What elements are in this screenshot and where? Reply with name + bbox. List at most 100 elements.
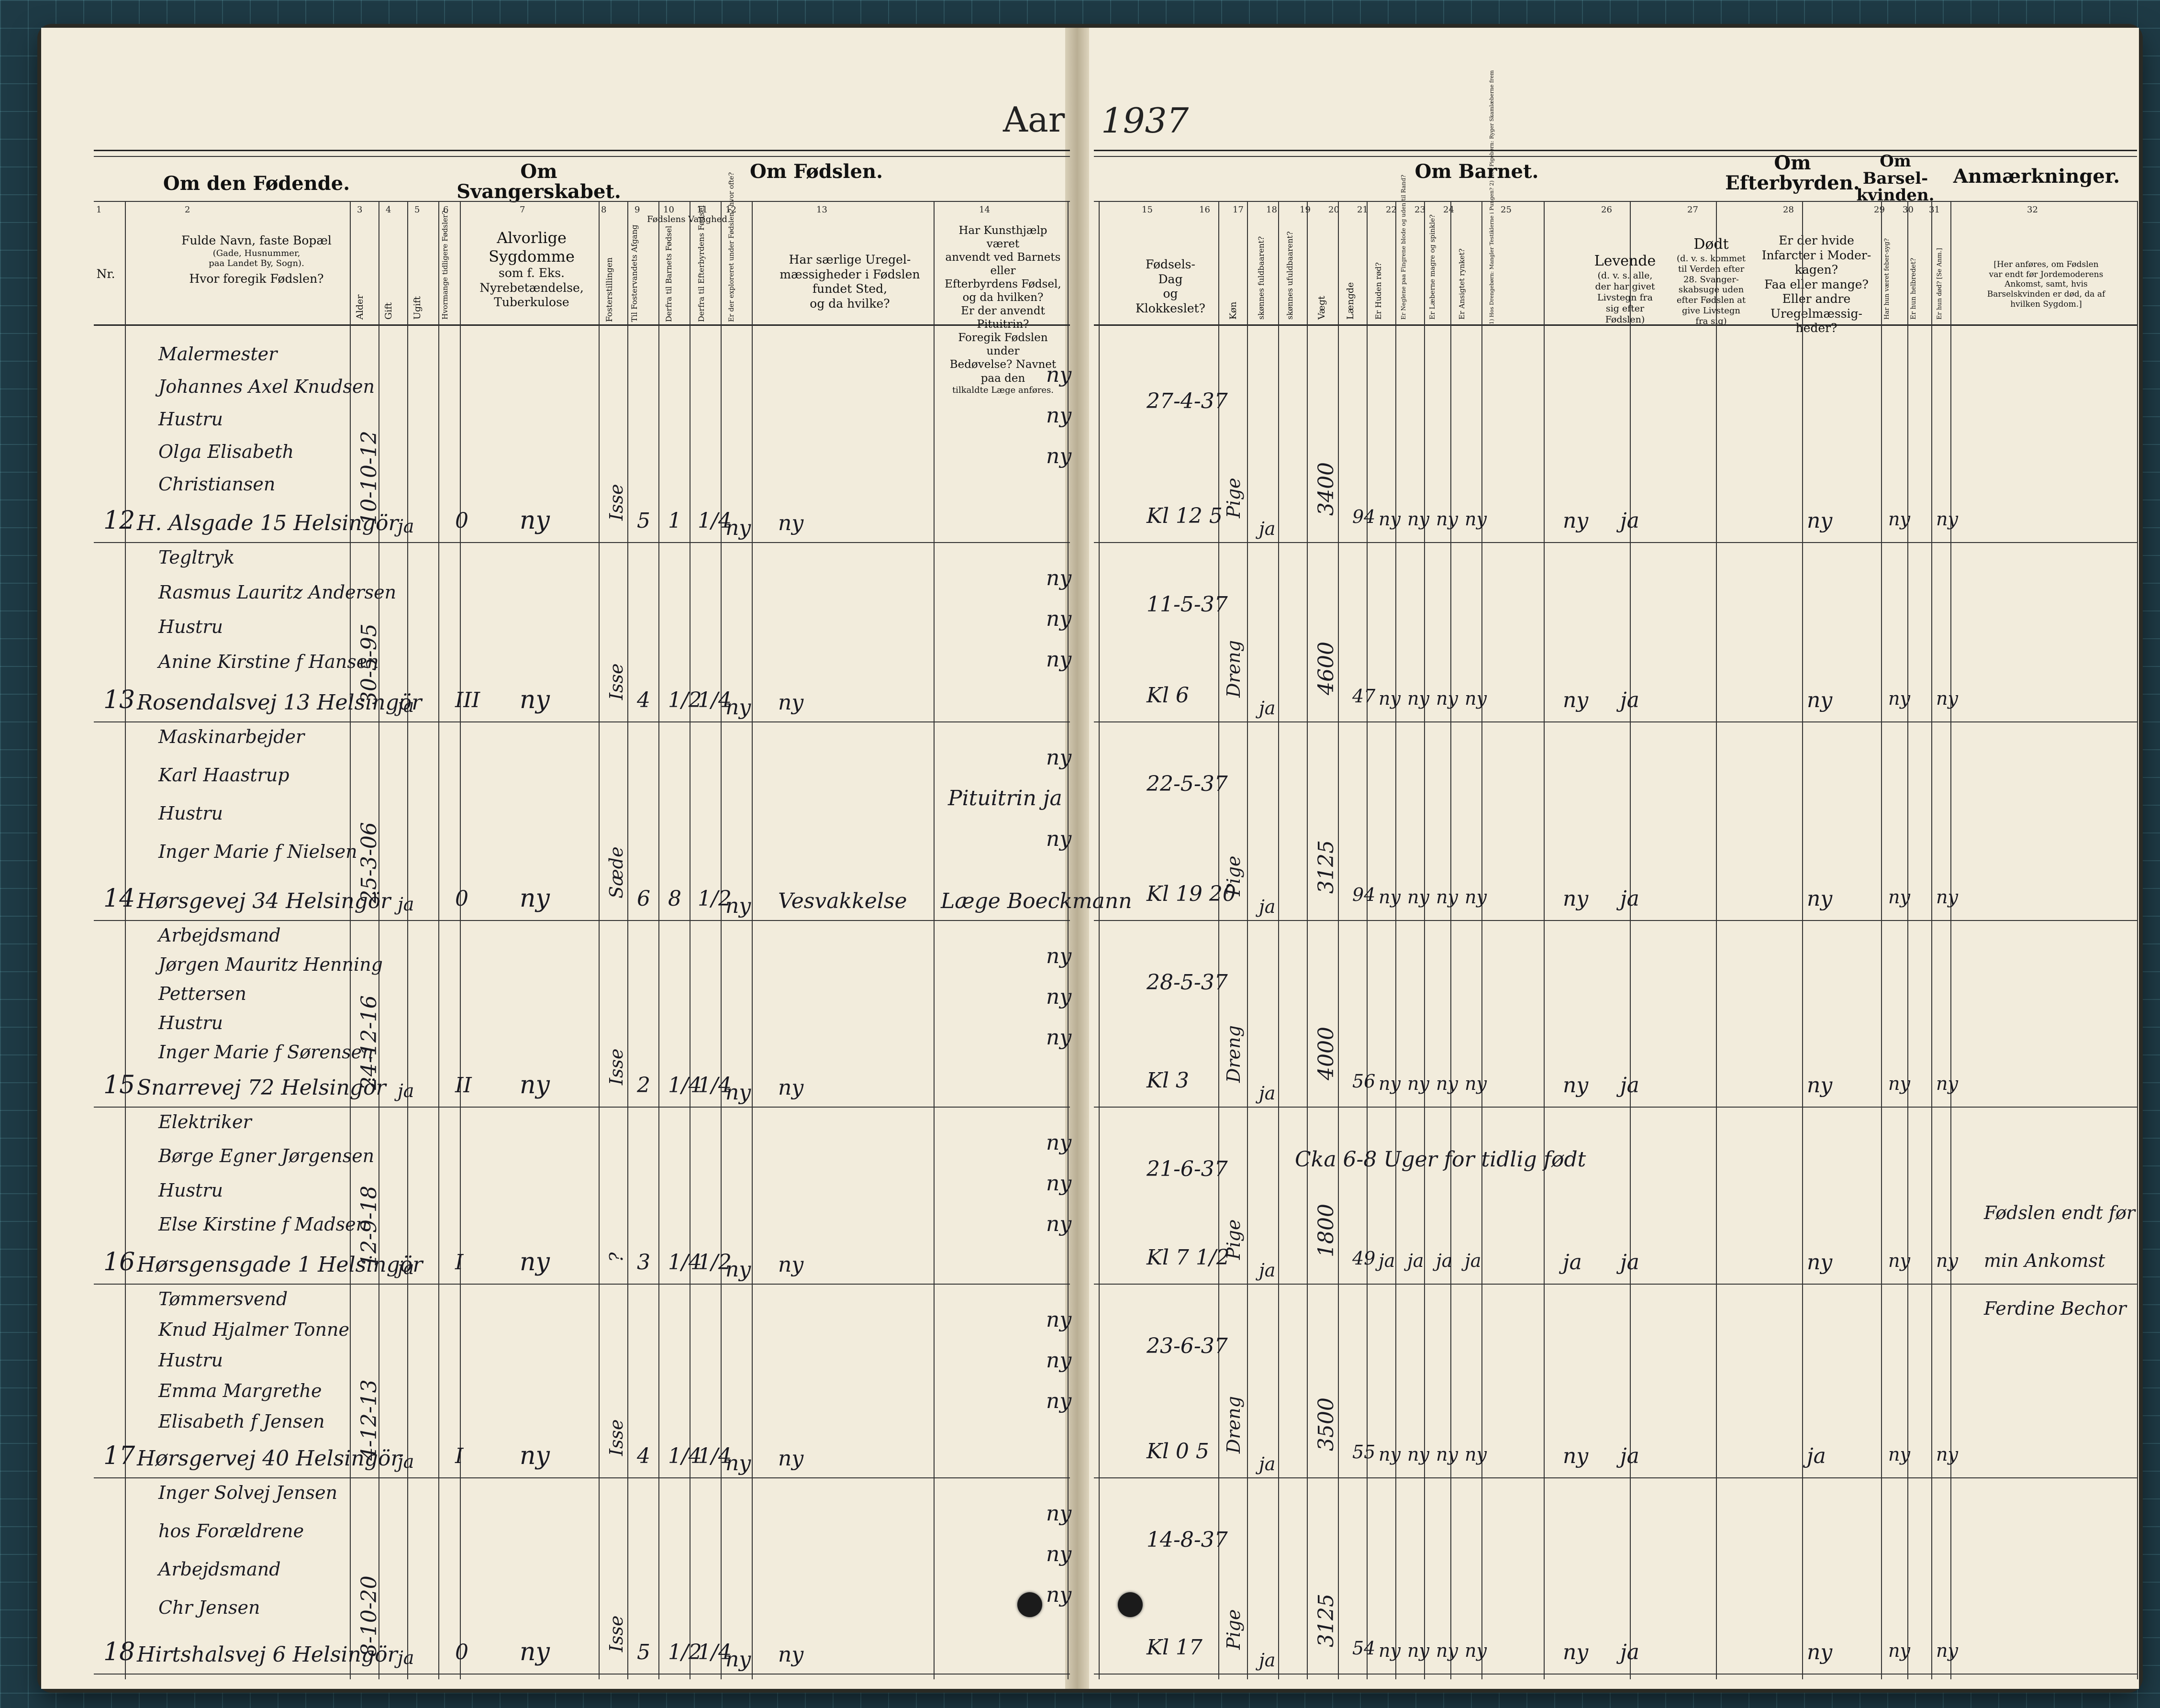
header-dodt-5: skabsuge uden bbox=[1678, 285, 1744, 295]
name-line: Hustru bbox=[158, 409, 223, 430]
barn-check-value: ny bbox=[1436, 1444, 1458, 1465]
barn-check-value: ny bbox=[1436, 887, 1458, 908]
header-rynket: Er Ansigtet rynket? bbox=[1458, 248, 1466, 320]
efterbyrden-value: ny bbox=[1807, 1073, 1833, 1098]
afgang-value: 6 bbox=[637, 887, 650, 911]
register-book: Aar 1937 Om den Fødende. Om Svangerskabe… bbox=[41, 28, 2139, 1689]
uregel-value: ny bbox=[778, 511, 804, 535]
header-navn-1: Fulde Navn, faste Bopæl bbox=[181, 233, 332, 247]
uregel-value: ny bbox=[778, 1253, 804, 1277]
barn-check-value: ny bbox=[1465, 1640, 1487, 1661]
entry-nr: 12 bbox=[103, 506, 135, 535]
kon-value: Dreng bbox=[1223, 1025, 1244, 1083]
uregel-value: ny bbox=[778, 1446, 804, 1471]
anmaerkning-line: min Ankomst bbox=[1984, 1250, 2105, 1271]
vaegt-value: 3400 bbox=[1314, 462, 1338, 516]
header-drenge: 1) Hos Drengebørn: Mangler Testiklerne i… bbox=[1489, 70, 1495, 324]
column-number: 7 bbox=[520, 205, 525, 215]
column-line bbox=[460, 201, 461, 1679]
row-rule bbox=[94, 1674, 1070, 1675]
barn-check-value: ny bbox=[1465, 1444, 1487, 1465]
name-line: Hustru bbox=[158, 803, 223, 824]
header-kunst-1: Har Kunsthjælp været bbox=[958, 224, 1047, 251]
entry-nr: 14 bbox=[103, 884, 135, 913]
row-rule bbox=[1094, 721, 2137, 722]
levende-value: ja bbox=[1620, 1444, 1639, 1468]
row-rule bbox=[1094, 1674, 2137, 1675]
fuldbaarent-value: ja bbox=[1259, 1650, 1276, 1671]
kunsthjaelp-value: ny bbox=[1046, 1171, 1072, 1196]
levende-value: ja bbox=[1620, 1250, 1639, 1275]
row-rule bbox=[94, 542, 1070, 543]
book-gutter bbox=[1065, 28, 1089, 1689]
section-om-svangerskabet: Om Svangerskabet. bbox=[456, 160, 621, 203]
tidligere-value: III bbox=[455, 688, 480, 712]
entry-address: Snarrevej 72 Helsingör bbox=[137, 1076, 386, 1100]
column-number: 22 bbox=[1386, 205, 1397, 215]
header-dodt-4: 28. Svanger- bbox=[1683, 274, 1739, 285]
header-fodselsdag-4: Klokkeslet? bbox=[1136, 301, 1205, 315]
punch-hole-left bbox=[1017, 1592, 1042, 1617]
column-number: 23 bbox=[1414, 205, 1425, 215]
efterbyrden-value: ny bbox=[1807, 1640, 1833, 1664]
efterbyrden-value: ny bbox=[1807, 1250, 1833, 1275]
header-alder: Alder bbox=[355, 294, 365, 320]
laengde-value: 94 bbox=[1352, 506, 1376, 527]
column-number: 24 bbox=[1443, 205, 1454, 215]
column-line bbox=[350, 201, 351, 1679]
drenge-value: ny bbox=[1563, 1444, 1589, 1468]
column-line bbox=[1338, 201, 1339, 1679]
row-rule bbox=[1094, 542, 2137, 543]
top-rule-right-2 bbox=[1094, 156, 2137, 157]
laege-value: Læge Boeckmann bbox=[941, 889, 1132, 913]
header-uregelm-3: fundet Sted, bbox=[812, 282, 888, 296]
fosterstilling-value: Sæde bbox=[606, 846, 627, 898]
sygdomme-value: ny bbox=[520, 1442, 550, 1470]
header-dodt-3: til Verden efter bbox=[1678, 264, 1745, 274]
header-efter: Er der hvide Infarcter i Moder- kagen? F… bbox=[1757, 233, 1876, 336]
header-levende: Levende (d. v. s. alle, der har givet Li… bbox=[1582, 253, 1668, 325]
header-levende-3: der har givet bbox=[1595, 281, 1655, 292]
klokkeslet-value: Kl 19 20 bbox=[1147, 882, 1236, 906]
column-number: 9 bbox=[635, 205, 640, 215]
name-line: Elektriker bbox=[158, 1111, 252, 1132]
column-number: 20 bbox=[1328, 205, 1339, 215]
efterbyrden-value: ja bbox=[1807, 1444, 1826, 1468]
section-rule-left bbox=[94, 201, 1070, 202]
section-om-barnet: Om Barnet. bbox=[1414, 160, 1539, 183]
column-number: 16 bbox=[1199, 205, 1210, 215]
klokkeslet-value: Kl 0 5 bbox=[1147, 1439, 1209, 1464]
fuldbaarent-value: ja bbox=[1259, 1083, 1276, 1104]
efterbyrd-value: 1/2 bbox=[698, 1250, 732, 1275]
header-helbredet: Er hun helbredet? bbox=[1910, 258, 1917, 320]
name-line: Malermester bbox=[158, 344, 278, 365]
afgang-value: 4 bbox=[637, 688, 650, 712]
fuldbaarent-value: ja bbox=[1259, 518, 1276, 539]
column-line bbox=[1278, 201, 1279, 1679]
header-navn-4: Hvor foregik Fødslen? bbox=[189, 272, 324, 286]
right-page bbox=[1083, 28, 2139, 1689]
header-sygdomme-1: Alvorlige bbox=[497, 229, 567, 247]
birth-date: 4-12-13 bbox=[357, 1379, 381, 1461]
header-levende-1: Levende bbox=[1594, 253, 1656, 269]
header-dod: Er hun død? [Se Anm.] bbox=[1936, 248, 1943, 320]
row-rule bbox=[94, 1284, 1070, 1285]
column-line bbox=[1099, 201, 1100, 1679]
header-ugift: Ugift bbox=[412, 296, 423, 320]
column-number: 13 bbox=[816, 205, 827, 215]
header-anm-4: Barselskvinden er død, da af bbox=[1987, 289, 2105, 299]
name-line: Johannes Axel Knudsen bbox=[158, 376, 375, 397]
entry-address: Hørsgensgade 1 Helsingör bbox=[137, 1253, 423, 1277]
afgang-value: 2 bbox=[637, 1073, 650, 1098]
fodsel-value: 1/4 bbox=[668, 1444, 702, 1468]
name-line: Karl Haastrup bbox=[158, 765, 289, 786]
header-levende-6: Fødslen) bbox=[1605, 314, 1645, 325]
header-levende-5: sig efter bbox=[1605, 303, 1645, 314]
barn-check-value: ny bbox=[1465, 887, 1487, 908]
afgang-value: 3 bbox=[637, 1250, 650, 1275]
column-number: 3 bbox=[357, 205, 363, 215]
gift-value: ja bbox=[398, 516, 414, 537]
header-kunst-2: anvendt ved Barnets eller bbox=[945, 251, 1061, 277]
drenge-value: ja bbox=[1563, 1250, 1582, 1275]
name-line: Børge Egner Jørgensen bbox=[158, 1145, 375, 1167]
